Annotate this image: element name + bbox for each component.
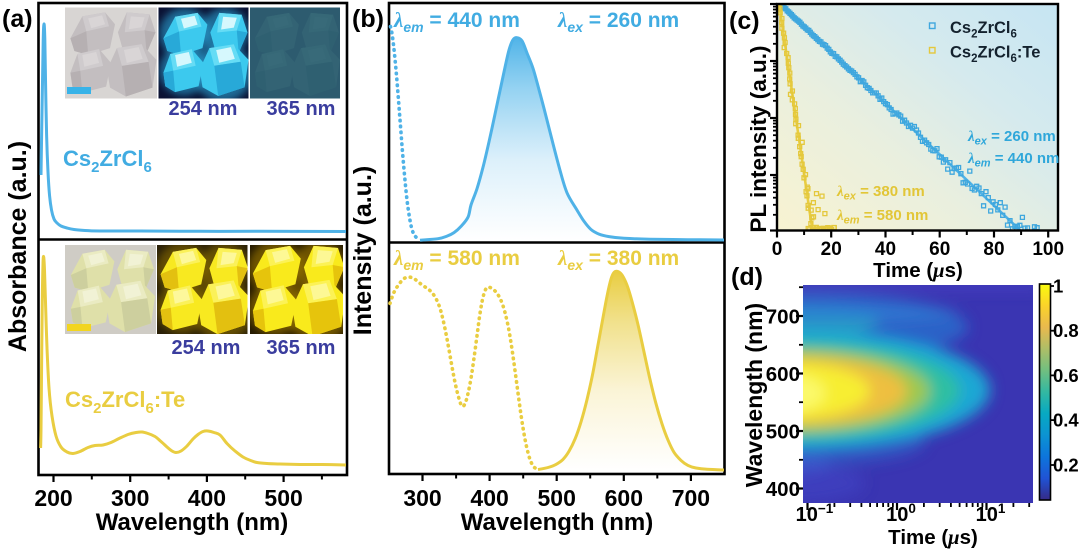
svg-text:600: 600 xyxy=(766,363,800,386)
svg-text:Time (μs): Time (μs) xyxy=(873,259,963,282)
svg-text:300: 300 xyxy=(403,485,441,511)
svg-text:60: 60 xyxy=(929,239,950,260)
svg-text:500: 500 xyxy=(264,485,302,511)
svg-text:λem = 580 nm: λem = 580 nm xyxy=(393,246,520,273)
svg-text:100: 100 xyxy=(1032,239,1064,260)
svg-text:λex = 260 nm: λex = 260 nm xyxy=(557,8,679,35)
svg-text:500: 500 xyxy=(766,421,800,444)
svg-text:700: 700 xyxy=(672,485,710,511)
svg-text:Wavelength (nm): Wavelength (nm) xyxy=(461,509,653,536)
svg-text:λex = 380 nm: λex = 380 nm xyxy=(557,246,679,273)
svg-text:λem = 440 nm: λem = 440 nm xyxy=(967,150,1059,170)
svg-text:(a): (a) xyxy=(2,5,33,33)
svg-text:400: 400 xyxy=(470,485,508,511)
svg-text:254 nm: 254 nm xyxy=(172,337,241,359)
svg-text:40: 40 xyxy=(875,239,896,260)
svg-text:(d): (d) xyxy=(731,263,763,291)
svg-text:Wavelength (nm): Wavelength (nm) xyxy=(741,303,767,487)
svg-text:λex = 260 nm: λex = 260 nm xyxy=(967,128,1056,148)
svg-text:400: 400 xyxy=(766,478,800,501)
svg-text:λem = 440 nm: λem = 440 nm xyxy=(393,8,520,35)
svg-text:400: 400 xyxy=(188,485,226,511)
svg-text:700: 700 xyxy=(766,306,800,329)
svg-text:(c): (c) xyxy=(729,7,760,35)
svg-text:Intensity (a.u.): Intensity (a.u.) xyxy=(349,166,377,335)
svg-text:Cs2ZrCl6:Te: Cs2ZrCl6:Te xyxy=(65,387,185,417)
svg-text:10−1: 10−1 xyxy=(796,501,834,526)
svg-text:365 nm: 365 nm xyxy=(267,337,336,359)
svg-text:λem = 580 nm: λem = 580 nm xyxy=(836,207,928,227)
svg-text:0.2: 0.2 xyxy=(1053,455,1079,476)
svg-text:Cs2ZrCl6: Cs2ZrCl6 xyxy=(950,19,1017,41)
svg-text:Time (μs): Time (μs) xyxy=(888,526,978,549)
svg-text:200: 200 xyxy=(34,485,72,511)
svg-text:365 nm: 365 nm xyxy=(267,98,336,120)
svg-text:(b): (b) xyxy=(352,5,384,33)
svg-text:254 nm: 254 nm xyxy=(169,98,238,120)
svg-text:0.8: 0.8 xyxy=(1053,320,1079,341)
svg-text:300: 300 xyxy=(111,485,149,511)
svg-text:600: 600 xyxy=(605,485,643,511)
svg-text:Wavelength (nm): Wavelength (nm) xyxy=(96,509,288,536)
svg-text:Absorbance (a.u.): Absorbance (a.u.) xyxy=(4,141,32,352)
svg-text:0: 0 xyxy=(772,239,783,260)
svg-text:80: 80 xyxy=(983,239,1004,260)
svg-text:20: 20 xyxy=(821,239,842,260)
svg-text:1: 1 xyxy=(1053,276,1063,297)
svg-text:0.6: 0.6 xyxy=(1053,365,1079,386)
svg-text:0.4: 0.4 xyxy=(1053,410,1079,431)
svg-text:PL intensity (a.u.): PL intensity (a.u.) xyxy=(746,45,771,232)
svg-text:λex = 380 nm: λex = 380 nm xyxy=(836,183,925,203)
svg-text:500: 500 xyxy=(538,485,576,511)
